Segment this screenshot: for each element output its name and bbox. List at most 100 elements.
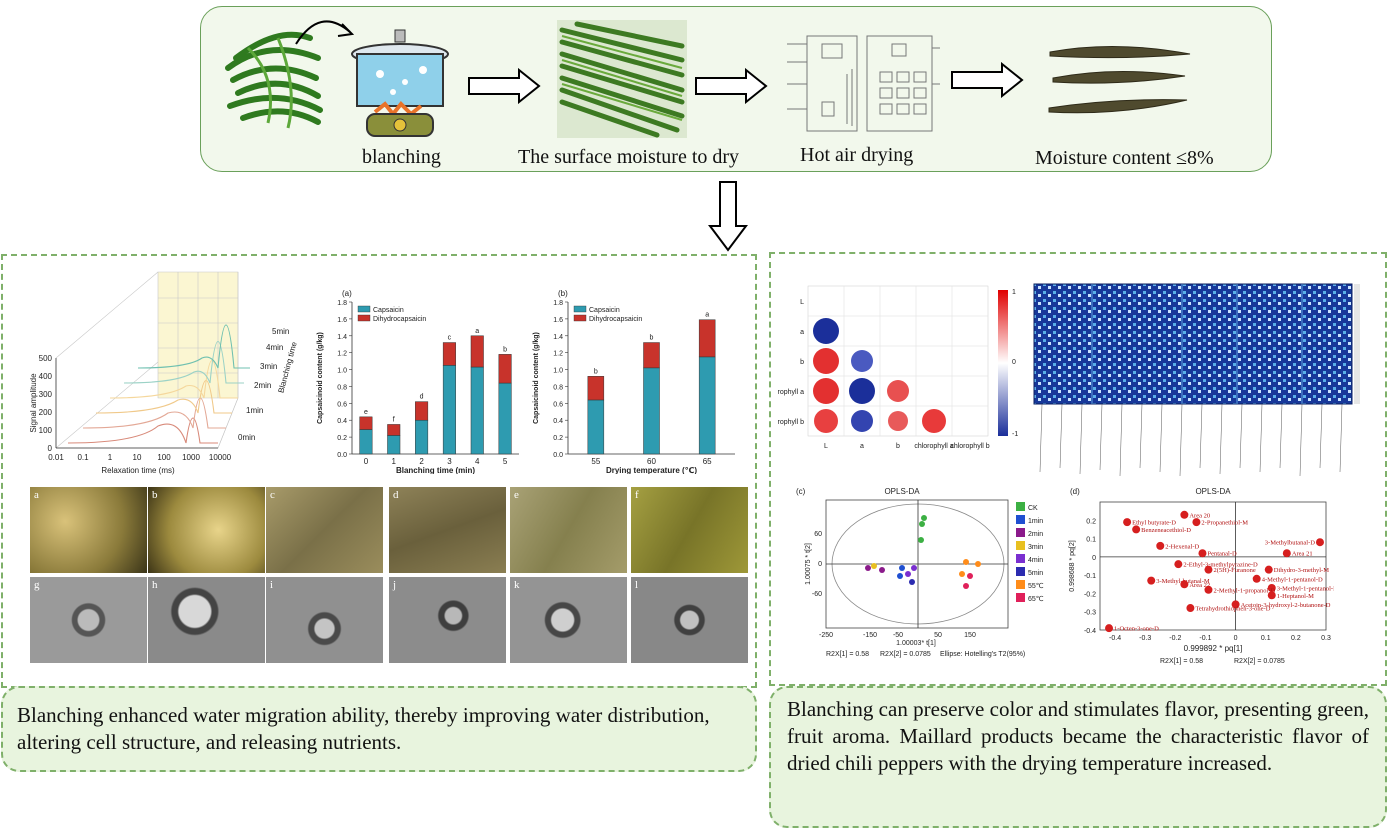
bar-dihydrocapsaicin [359, 416, 373, 430]
micrograph-f: f [631, 487, 748, 573]
bar-capsaicin [498, 382, 512, 455]
y-tick-label: 0.4 [337, 418, 347, 425]
corr-col-label: L [824, 443, 828, 450]
y-tick-label: 0.2 [1086, 518, 1096, 525]
x-tick-label: 0 [1234, 635, 1238, 642]
loading-point-label: Ethyl butyrate-D [1132, 520, 1176, 527]
nmr-series-label: 5min [272, 327, 289, 336]
svg-text:-50: -50 [893, 632, 903, 639]
sem-label: k [514, 579, 520, 591]
y-tick-label: 0.6 [337, 401, 347, 408]
nmr-ytick: 400 [39, 372, 53, 381]
legend-label: 65℃ [1028, 596, 1044, 603]
y-tick-label: 0.0 [553, 452, 563, 459]
x-tick-label: 55 [591, 457, 600, 466]
legend-label: 3min [1028, 544, 1043, 551]
loading-point [1132, 525, 1141, 534]
legend-swatch-dihydrocapsaicin [573, 314, 587, 322]
flow-arrow-icon [695, 68, 768, 104]
legend-swatch [1016, 515, 1025, 524]
y-tick-label: 1.8 [553, 300, 563, 307]
legend-swatch [1016, 554, 1025, 563]
svg-text:50: 50 [934, 632, 942, 639]
loading-point [1267, 583, 1276, 592]
surface-dried-chili-photo [557, 20, 687, 138]
x-tick-label: 5 [503, 457, 508, 466]
loading-point [1180, 580, 1189, 589]
bar-dihydrocapsaicin [698, 319, 716, 358]
y-tick-label: -0.1 [1084, 573, 1096, 580]
micrograph-label: d [393, 489, 399, 501]
corr-row-label: L [800, 299, 804, 306]
x-tick-label: 1 [392, 457, 397, 466]
corr-col-label: chlorophyll b [950, 443, 989, 450]
corr-col-label: a [860, 443, 864, 450]
svg-text:150: 150 [964, 632, 976, 639]
y-tick-label: 0.4 [553, 418, 563, 425]
x-tick-label: 2 [419, 457, 424, 466]
opls-d-title: OPLS-DA [1195, 487, 1231, 496]
sem-image-k: k [510, 577, 627, 663]
y-tick-label: 1.8 [337, 300, 347, 307]
y-axis-label: Capsaicinoid content (g/kg) [533, 332, 540, 424]
correlation-matrix: L a b chlorophyll a chlorophyll b L a b … [778, 285, 1018, 450]
loading-point [1198, 549, 1207, 558]
bar-capsaicin [415, 419, 429, 455]
loading-point-label: 2(5H)-Furanone [1213, 567, 1255, 574]
loading-point [1252, 574, 1261, 583]
bar-capsaicin [587, 399, 605, 455]
y-tick-label: 1.6 [553, 317, 563, 324]
nmr-xtick: 10000 [209, 453, 232, 462]
plot-frame [1099, 501, 1327, 631]
loading-point-label: Dihydro-3-methyl-M [1274, 567, 1329, 574]
loading-point-label: Benzeneacethiol-D [1141, 527, 1191, 534]
left-result-box: Blanching enhanced water migration abili… [1, 686, 757, 772]
x-tick-label: 3 [447, 457, 452, 466]
legend-label: Dihydrocapsaicin [373, 316, 426, 323]
y-tick-label: 1.2 [553, 351, 563, 358]
footer-right: R2X[2] = 0.0785 [1234, 658, 1285, 665]
step-label-hot-air-drying: Hot air drying [800, 144, 914, 166]
y-tick-label: 1.0 [337, 368, 347, 375]
loading-point-label: Area 22 [1189, 582, 1210, 589]
corr-row-label: b [800, 359, 804, 366]
corr-scale-label: -1 [1012, 431, 1018, 438]
bar-capsaicin [387, 435, 401, 455]
loading-point-label: 2-Hexenal-D [1165, 543, 1199, 550]
sem-label: h [152, 579, 158, 591]
capsaicinoid-chart-b: (b) 0.0 0.2 0.4 0.6 0.8 1.0 1.2 1.4 1.6 1.8 b 55 b 60 a… [533, 289, 735, 474]
x-tick-label: 65 [703, 457, 712, 466]
loading-point-label: 3-Methyl-1-pentanol-M [1277, 585, 1334, 592]
step-label-blanching: blanching [362, 146, 441, 168]
sem-image-g: g [30, 577, 147, 663]
sem-image-j: j [389, 577, 506, 663]
sem-label: j [393, 579, 397, 591]
opls-d-tag: (d) [1070, 487, 1080, 496]
loading-point-label: Tetrahydrothiophen-3-one-D [1195, 606, 1270, 613]
y-tick-label: 0.8 [337, 384, 347, 391]
bar-dihydrocapsaicin [442, 342, 456, 366]
nmr-ytick: 300 [39, 390, 53, 399]
corr-row-label: a [800, 329, 804, 336]
loading-point-label: Acetoin-3-hydroxyl-2-butanone-D [1241, 602, 1331, 609]
bar-capsaicin [359, 429, 373, 455]
nmr-ytick: 500 [39, 354, 53, 363]
loading-point-label: 1-Heptanol-M [1277, 593, 1314, 600]
bar-capsaicin [643, 367, 660, 455]
sem-image-l: l [631, 577, 748, 663]
opls-c-xlabel: 1.00003* t[1] [896, 640, 936, 647]
loading-point-label: Pentanal-D [1207, 551, 1237, 558]
loading-point [1267, 591, 1276, 600]
nmr-series-label: 4min [266, 343, 283, 352]
y-tick-label: 0.8 [553, 384, 563, 391]
y-tick-label: 1.4 [553, 334, 563, 341]
y-tick-label: 1.0 [553, 368, 563, 375]
x-tick-label: -0.3 [1139, 635, 1151, 642]
nmr-xtick: 0.1 [77, 453, 89, 462]
loading-point [1147, 576, 1156, 585]
x-tick-label: -0.4 [1109, 635, 1121, 642]
significance-letter: b [503, 346, 507, 353]
bar-dihydrocapsaicin [587, 376, 605, 401]
nmr-xtick: 1000 [182, 453, 200, 462]
y-tick-label: -0.3 [1084, 610, 1096, 617]
